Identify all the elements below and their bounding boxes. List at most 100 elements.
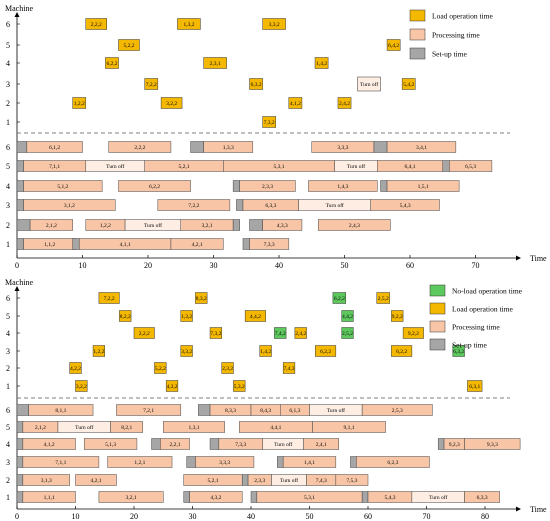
panel1-processing-bar-label: 3,3,3 [337,145,348,151]
panel2-processing-bar [303,438,339,450]
panel2-load-op-label: 7,4,2 [275,331,286,337]
panel2-setup-bar [183,491,190,503]
panel1-load-op-box [262,18,286,30]
panel2-processing-bar-label: 7,5,3 [346,478,357,484]
panel1-load-op-box [262,116,276,128]
panel2-load-op-label: 4,4,2 [250,314,261,320]
panel2-processing-bar-label: 2,2,1 [169,442,180,448]
panel1-turn-off-bar-label: Turn off [347,163,365,170]
panel2-setup-bar [277,456,284,468]
panel2-load-op-label: 2,5,2 [378,296,389,302]
panel1-load-op-box [203,57,227,69]
panel2-processing-bar-label: 1,4,1 [304,460,315,466]
panel1-processing-bar-label: 4,1,1 [120,242,131,248]
panel1-setup-bar [16,180,24,192]
panel1-turn-off-bar-label: Turn off [144,222,162,229]
panel1-load-op-box [160,97,183,109]
panel2-setup-bar [209,438,220,450]
panel1-load-op-label: 1,3,2 [183,22,194,28]
panel2-setup-bar [16,404,29,416]
panel2-processing-bar [195,456,255,468]
panel2-processing-bar-label: 3,2,1 [126,495,137,501]
panel1-legend-label-setup: Set-up time [432,50,467,59]
panel2-load-op-box [233,380,246,392]
panel2-load-op-label: 7,4,3 [284,366,295,372]
panel2-load-op-box [69,362,82,374]
panel1-processing-bar-label: 6,1,2 [49,145,60,151]
panel2-load-op-box [315,345,337,357]
panel2-load-op-box [221,362,234,374]
panel2-x-tick-label: 0 [15,512,19,521]
panel1-processing-bar [157,199,231,211]
panel1-x-tick-label: 60 [406,261,414,270]
panel2-no-load-op-box [332,292,347,304]
panel2-legend-swatch-proc [429,320,446,333]
panel2-x-tick-label: 10 [72,512,80,521]
panel1-setup-bar [380,180,388,192]
panel1-processing-bar-label: 6,4,1 [405,164,416,170]
panel2-load-op-box [119,310,132,322]
panel1-processing-bar-label: 2,4,3 [349,223,360,229]
panel2-load-op-label: 3,3,2 [181,349,192,355]
panel2-processing-bar [22,474,70,486]
panel2-load-op-box [294,327,307,339]
panel1-y-axis-title: Machine [5,4,33,13]
panel2-processing-bar [75,474,117,486]
panel2-no-load-op-box [274,327,287,339]
panel2-load-op-label: 5,3,2 [234,384,245,390]
panel2-processing-bar-label: 2,4,1 [316,442,327,448]
panel1-setup-bar [16,238,24,250]
panel1-setup-bar [190,141,204,153]
panel1-setup-bar [232,219,240,231]
panel1-load-op-label: 1,2,2 [74,101,85,107]
panel2-processing-bar-label: 6,2,3 [387,460,398,466]
panel1-load-op-label: 3,3,2 [269,22,280,28]
panel1-processing-bar-label: 4,2,1 [192,242,203,248]
panel2-load-op-box [165,380,179,392]
panel2-y-tick-label-lower: 6 [6,406,10,415]
panel2-processing-bar [335,474,369,486]
panel1-x-tick-label: 50 [341,261,349,270]
panel1-y-tick-label-upper: 4 [6,59,10,68]
panel1-processing-bar-label: 1,5,1 [418,184,429,190]
panel2-processing-bar-label: 3,1,3 [41,478,52,484]
panel2-processing-bar-label: 5,2,1 [207,478,218,484]
panel2-setup-bar [151,438,161,450]
panel2-x-tick-label: 30 [189,512,197,521]
panel2-y-tick-label-upper: 3 [6,347,10,356]
panel2-load-op-label: 1,4,2 [260,349,271,355]
panel2-load-op-box [195,292,208,304]
panel1-y-tick-label-lower: 6 [6,143,10,152]
panel2-load-op-label: 6,3,1 [469,384,480,390]
panel1-y-tick-label-lower: 5 [6,162,10,171]
panel2-y-tick-label-upper: 1 [6,382,10,391]
panel2-load-op-box [391,345,413,357]
panel2-setup-bar [361,491,369,503]
panel1-x-axis-title: Time [530,254,547,263]
panel1-turn-off-bar-label: Turn off [326,202,344,209]
panel2-load-op-box [391,310,404,322]
panel1-setup-bar [16,199,24,211]
panel1-processing-bar-label: 2,2,2 [134,145,145,151]
panel1-x-tick-label: 0 [15,261,19,270]
panel2-load-op-label: 4,2,2 [70,366,81,372]
panel2-load-op-box [209,327,223,339]
panel1-load-op-label: 5,4,2 [403,82,414,88]
panel2-processing-bar-label: 5,1,3 [105,442,116,448]
panel1-load-op-label: 2,2,2 [91,22,102,28]
panel2-y-tick-label-upper: 2 [6,364,10,373]
panel2-processing-bar-label: 2,1,2 [35,425,46,431]
panel2-load-op-label: 2,3,2 [222,366,233,372]
panel2-processing-bar [464,438,521,450]
panel2-load-op-label: 2,4,2 [295,331,306,337]
panel1-processing-bar [108,141,172,153]
panel1-legend-swatch-load [409,9,426,22]
panel2-load-op-label: 4,4,2 [342,314,353,320]
panel2-turn-off-bar-label: Turn off [274,441,292,448]
panel2-load-op-label: 9,2,2 [392,314,403,320]
panel1-processing-bar-label: 5,1,2 [57,184,68,190]
panel2-load-op-label: 1,3,2 [181,314,192,320]
panel2-processing-bar-label: 1,3,1 [188,425,199,431]
panel1-processing-bar [170,238,224,250]
